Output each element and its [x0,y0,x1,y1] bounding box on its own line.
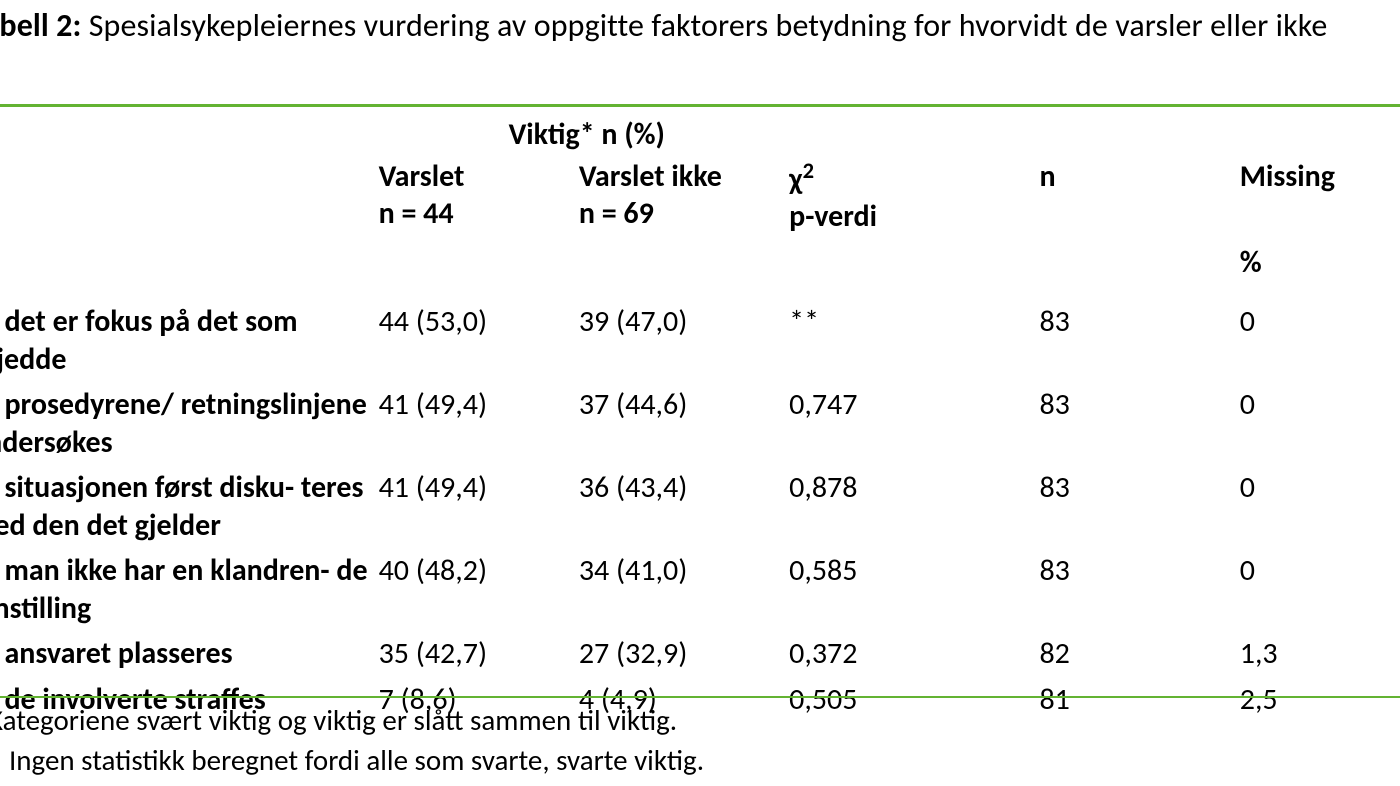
header-n: n [1039,156,1239,238]
table-caption: Tabell 2: Spesialsykepleiernes vurdering… [0,6,1400,46]
rule-bottom [0,696,1400,698]
header-varslet-ikke: Varslet ikke n = 69 [579,156,789,238]
footnote-a: Kategoriene svært viktig og viktig er sl… [0,702,1398,740]
cell-label: At ansvaret plasseres [0,631,379,677]
table-body: At det er fokus på det som skjedde44 (53… [0,299,1400,722]
cell-varslet: 41 (49,4) [379,382,579,465]
cell-ikke: 37 (44,6) [579,382,789,465]
header-varslet: Varslet n = 44 [379,156,579,238]
cell-n: 83 [1039,299,1239,382]
footnote-b: * Ingen statistikk beregnet fordi alle s… [0,742,1398,780]
cell-ikke: 27 (32,9) [579,631,789,677]
cell-missing: 0 [1240,299,1400,382]
cell-chi: 0,585 [789,548,1039,631]
cell-missing: 0 [1240,548,1400,631]
cell-chi: 0,747 [789,382,1039,465]
cell-n: 83 [1039,382,1239,465]
header-chi2: χ2 p-verdi [789,156,1039,238]
cell-missing: 0 [1240,465,1400,548]
cell-varslet: 40 (48,2) [379,548,579,631]
cell-varslet: 41 (49,4) [379,465,579,548]
table-label: Tabell 2: [0,6,81,45]
table-row: At man ikke har en klandren- de innstill… [0,548,1400,631]
table-wrap: Viktig* n (%) Varslet n = 44 Varslet ikk… [0,110,1400,722]
cell-ikke: 36 (43,4) [579,465,789,548]
cell-n: 83 [1039,465,1239,548]
header-supertitle: Viktig* n (%) [379,110,790,156]
table-row: At det er fokus på det som skjedde44 (53… [0,299,1400,382]
table-row: At ansvaret plasseres35 (42,7)27 (32,9)0… [0,631,1400,677]
header-missing: Missing [1240,156,1400,238]
cell-chi: 0,878 [789,465,1039,548]
cell-varslet: 44 (53,0) [379,299,579,382]
table-row: At situasjonen først disku- teres med de… [0,465,1400,548]
cell-label: At situasjonen først disku- teres med de… [0,465,379,548]
cell-chi: ** [789,299,1039,382]
cell-n: 82 [1039,631,1239,677]
footnotes: Kategoriene svært viktig og viktig er sl… [0,700,1398,781]
cell-label: At det er fokus på det som skjedde [0,299,379,382]
cell-missing: 1,3 [1240,631,1400,677]
cell-ikke: 34 (41,0) [579,548,789,631]
cell-label: At man ikke har en klandren- de innstill… [0,548,379,631]
cell-chi: 0,372 [789,631,1039,677]
page: Tabell 2: Spesialsykepleiernes vurdering… [0,0,1400,786]
table-row: At prosedyrene/ retningslinjene undersøk… [0,382,1400,465]
data-table: Viktig* n (%) Varslet n = 44 Varslet ikk… [0,110,1400,722]
cell-label: At prosedyrene/ retningslinjene undersøk… [0,382,379,465]
header-missing-pct: % [1240,238,1400,300]
cell-ikke: 39 (47,0) [579,299,789,382]
cell-n: 83 [1039,548,1239,631]
cell-missing: 0 [1240,382,1400,465]
header-empty [0,110,379,156]
table-title: Spesialsykepleiernes vurdering av oppgit… [89,6,1328,45]
rule-top [0,104,1400,107]
cell-varslet: 35 (42,7) [379,631,579,677]
